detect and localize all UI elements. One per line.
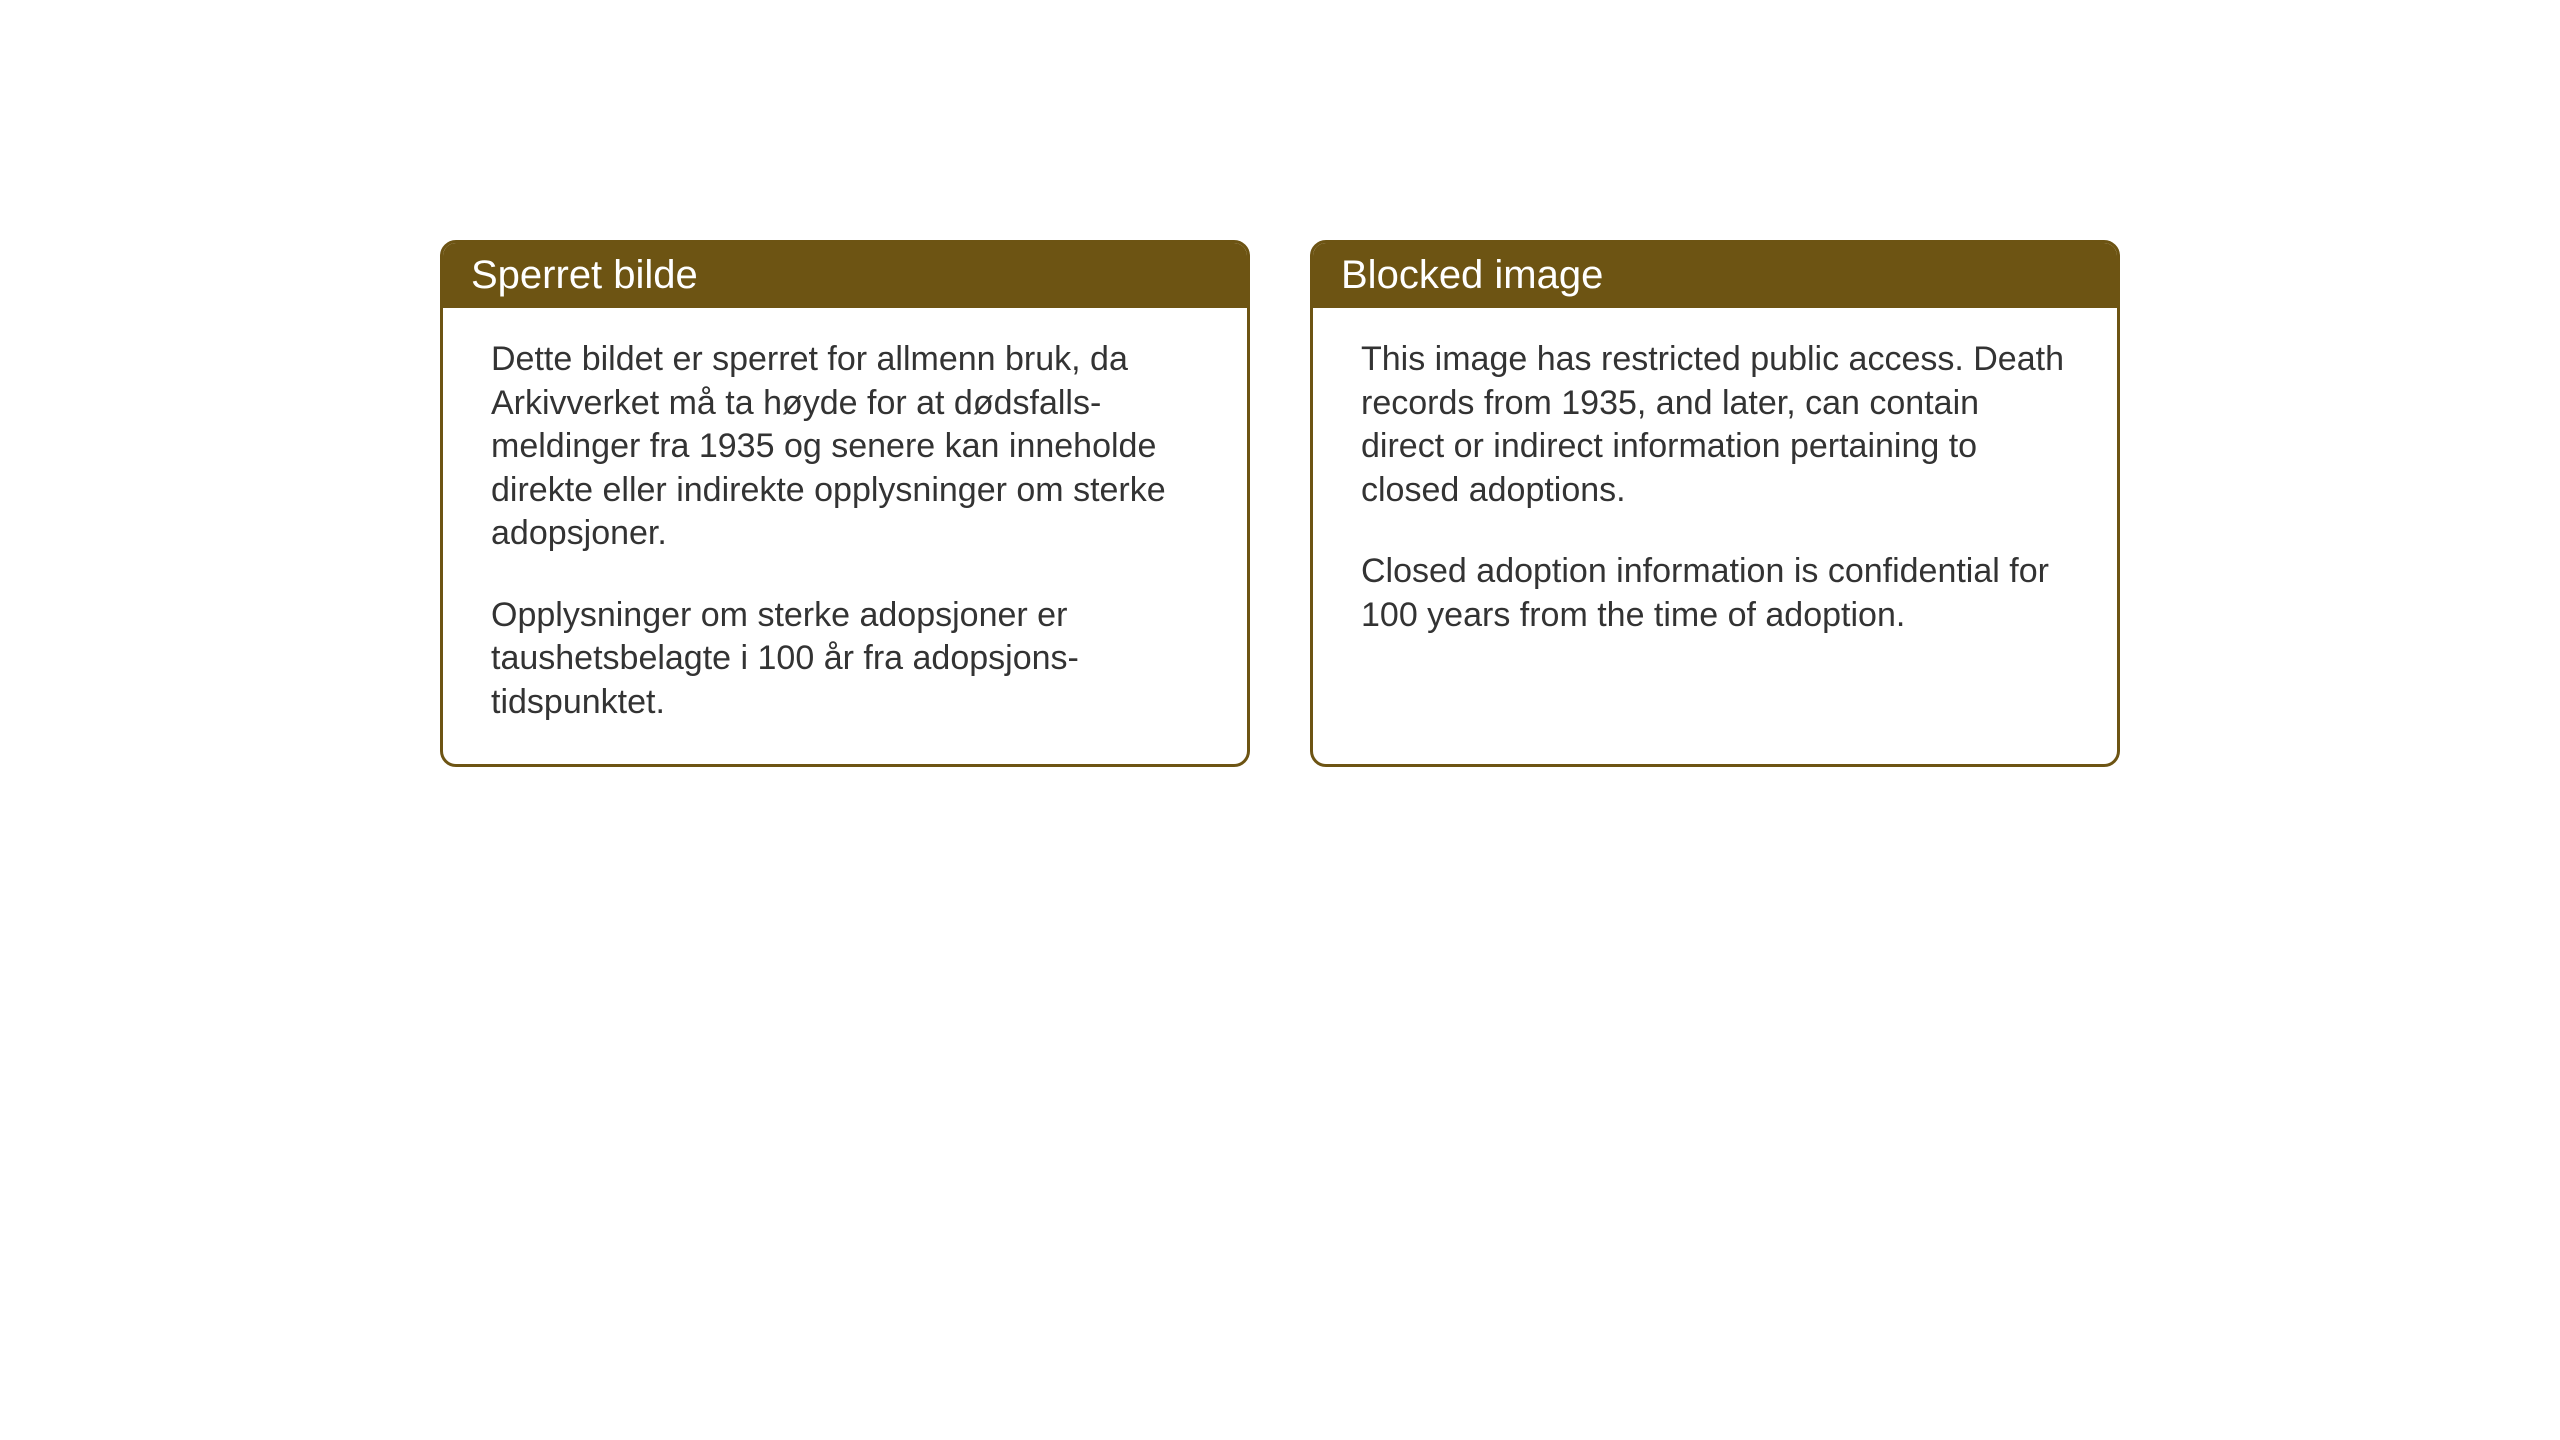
english-paragraph-1: This image has restricted public access.… xyxy=(1361,338,2069,512)
notice-container: Sperret bilde Dette bildet er sperret fo… xyxy=(440,240,2120,767)
english-notice-header: Blocked image xyxy=(1313,243,2117,308)
english-notice-box: Blocked image This image has restricted … xyxy=(1310,240,2120,767)
norwegian-paragraph-1: Dette bildet er sperret for allmenn bruk… xyxy=(491,338,1199,556)
english-notice-body: This image has restricted public access.… xyxy=(1313,308,2117,677)
norwegian-paragraph-2: Opplysninger om sterke adopsjoner er tau… xyxy=(491,594,1199,725)
norwegian-notice-box: Sperret bilde Dette bildet er sperret fo… xyxy=(440,240,1250,767)
norwegian-title: Sperret bilde xyxy=(471,253,698,297)
norwegian-notice-header: Sperret bilde xyxy=(443,243,1247,308)
norwegian-notice-body: Dette bildet er sperret for allmenn bruk… xyxy=(443,308,1247,764)
english-title: Blocked image xyxy=(1341,253,1603,297)
english-paragraph-2: Closed adoption information is confident… xyxy=(1361,550,2069,637)
